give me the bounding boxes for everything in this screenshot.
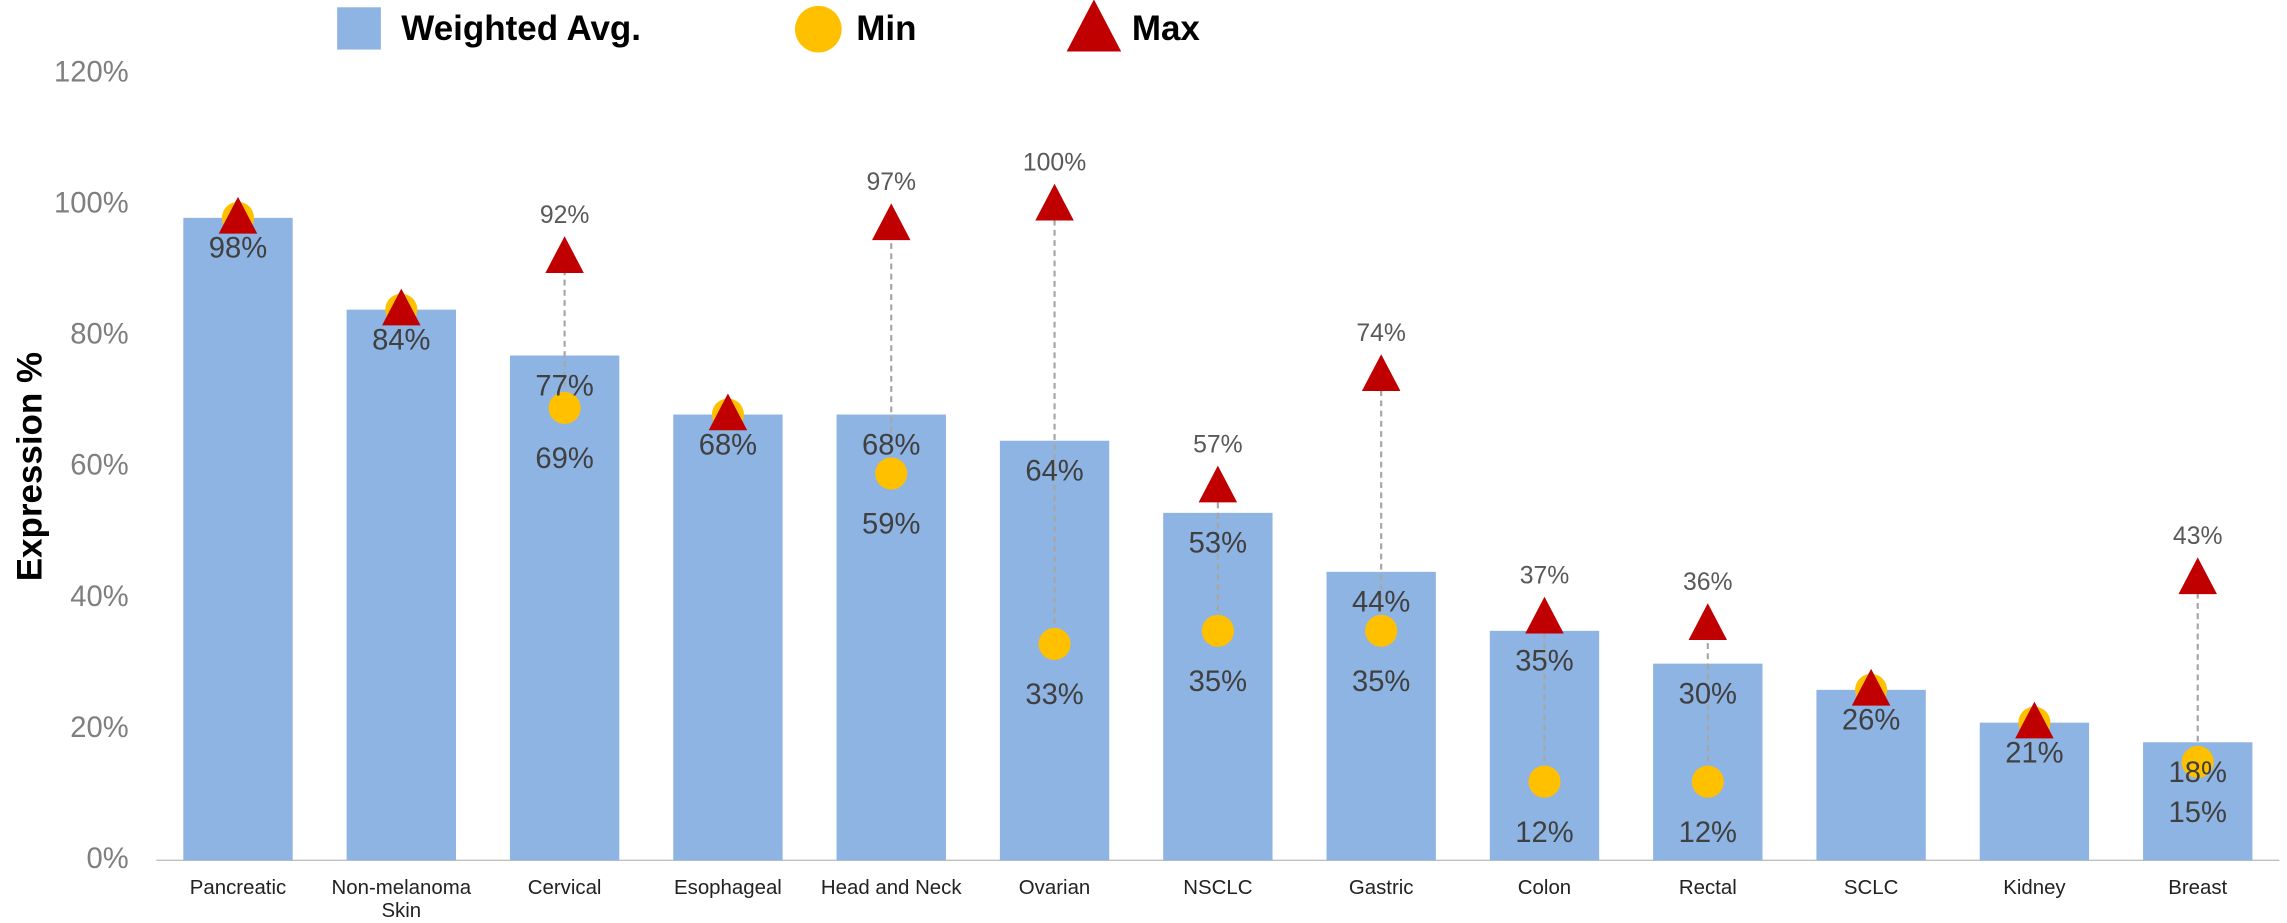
bar-value-label: 68% <box>699 429 757 461</box>
bar-value-label: 44% <box>1352 587 1410 619</box>
max-value-label: 36% <box>1683 569 1733 596</box>
bar-value-label: 84% <box>372 324 430 356</box>
min-marker <box>1201 614 1234 647</box>
x-tick-label: Cervical <box>527 874 602 899</box>
x-tick-label: Head and Neck <box>820 874 962 899</box>
x-tick-container: Breast <box>2168 874 2228 899</box>
max-marker <box>1851 668 1891 706</box>
max-value-label: 37% <box>1520 562 1570 589</box>
x-tick-container: Rectal <box>1678 874 1737 899</box>
bar <box>1816 689 1926 861</box>
max-value-label: 100% <box>1023 149 1086 176</box>
x-tick-container: Esophageal <box>674 874 782 899</box>
max-value-label: 97% <box>866 169 916 196</box>
legend-label: Max <box>1132 9 1201 48</box>
bar-value-label: 30% <box>1679 678 1737 710</box>
bar-value-label: 18% <box>2169 757 2227 789</box>
bar-value-label: 53% <box>1189 528 1247 560</box>
bar-value-label: 98% <box>209 233 267 265</box>
x-tick-label: SCLC <box>1843 874 1899 899</box>
max-marker <box>545 236 584 273</box>
x-tick-label: Non-melanoma Skin <box>331 874 472 922</box>
min-marker <box>1365 614 1398 647</box>
x-tick-container: NSCLC <box>1183 874 1253 899</box>
max-value-label: 74% <box>1356 320 1406 347</box>
y-tick-label: 80% <box>70 319 128 351</box>
max-marker <box>2178 557 2217 595</box>
min-marker <box>1691 765 1724 798</box>
max-marker <box>1688 603 1728 641</box>
max-value-label: 57% <box>1193 431 1243 458</box>
legend-swatch <box>795 5 842 53</box>
x-tick-container: Colon <box>1517 874 1572 899</box>
min-marker <box>1038 627 1071 661</box>
y-tick-label: 60% <box>70 450 128 482</box>
min-value-label: 59% <box>862 509 920 541</box>
x-tick-label: Kidney <box>2003 874 2066 899</box>
bar-value-label: 64% <box>1025 456 1083 488</box>
max-marker <box>708 393 748 431</box>
legend-swatch <box>1066 0 1122 52</box>
x-tick-label: Ovarian <box>1018 874 1091 899</box>
x-tick-container: Non-melanoma Skin <box>331 874 472 922</box>
min-value-label: 12% <box>1679 817 1737 849</box>
max-marker <box>218 196 258 234</box>
bar-value-label: 68% <box>862 429 920 461</box>
x-tick-label: Colon <box>1517 874 1572 899</box>
legend-swatch <box>337 7 381 50</box>
legend-label: Weighted Avg. <box>401 9 641 48</box>
bar <box>1163 512 1273 861</box>
min-value-label: 35% <box>1352 666 1410 698</box>
x-tick-container: Pancreatic <box>189 874 287 899</box>
x-tick-container: SCLC <box>1843 874 1899 899</box>
x-tick-label: Esophageal <box>674 874 782 899</box>
bar <box>183 217 293 861</box>
min-marker <box>1528 765 1561 798</box>
y-tick-label: 20% <box>70 712 128 744</box>
legend-label: Min <box>856 9 916 48</box>
min-value-label: 69% <box>535 443 593 475</box>
bar-value-label: 35% <box>1515 646 1573 678</box>
y-axis-label: Expression % <box>11 352 50 581</box>
y-tick-label: 0% <box>86 843 128 875</box>
bar <box>673 414 783 861</box>
min-value-label: 35% <box>1189 666 1247 698</box>
min-marker <box>548 391 581 425</box>
x-tick-label: Gastric <box>1348 874 1414 899</box>
bar <box>509 355 620 861</box>
x-tick-container: Head and Neck <box>820 874 962 899</box>
min-marker <box>875 457 908 490</box>
bar <box>346 309 456 861</box>
min-value-label: 33% <box>1025 679 1083 711</box>
bar-value-label: 21% <box>2005 737 2063 769</box>
x-tick-container: Cervical <box>527 874 602 899</box>
x-tick-container: Gastric <box>1348 874 1414 899</box>
x-tick-label: Rectal <box>1678 874 1737 899</box>
max-value-label: 43% <box>2173 523 2223 550</box>
y-tick-label: 120% <box>54 56 129 88</box>
x-tick-container: Ovarian <box>1018 874 1091 899</box>
y-tick-label: 40% <box>70 581 128 613</box>
x-tick-label: NSCLC <box>1183 874 1253 899</box>
x-tick-label: Pancreatic <box>189 874 287 899</box>
x-tick-label: Breast <box>2168 874 2228 899</box>
max-marker <box>1198 465 1238 503</box>
max-marker <box>382 288 421 326</box>
min-value-label: 15% <box>2169 797 2227 829</box>
max-marker <box>871 203 911 241</box>
max-marker <box>1525 596 1564 634</box>
max-marker <box>1035 183 1074 221</box>
min-marker <box>2181 745 2214 779</box>
max-value-label: 92% <box>540 202 590 229</box>
bar-value-label: 26% <box>1842 705 1900 737</box>
y-tick-label: 100% <box>54 187 129 219</box>
x-tick-container: Kidney <box>2003 874 2066 899</box>
max-marker <box>2015 701 2054 739</box>
max-marker <box>1361 354 1401 391</box>
bar <box>1979 722 2090 861</box>
bar-value-label: 77% <box>535 370 593 402</box>
min-value-label: 12% <box>1515 817 1573 849</box>
